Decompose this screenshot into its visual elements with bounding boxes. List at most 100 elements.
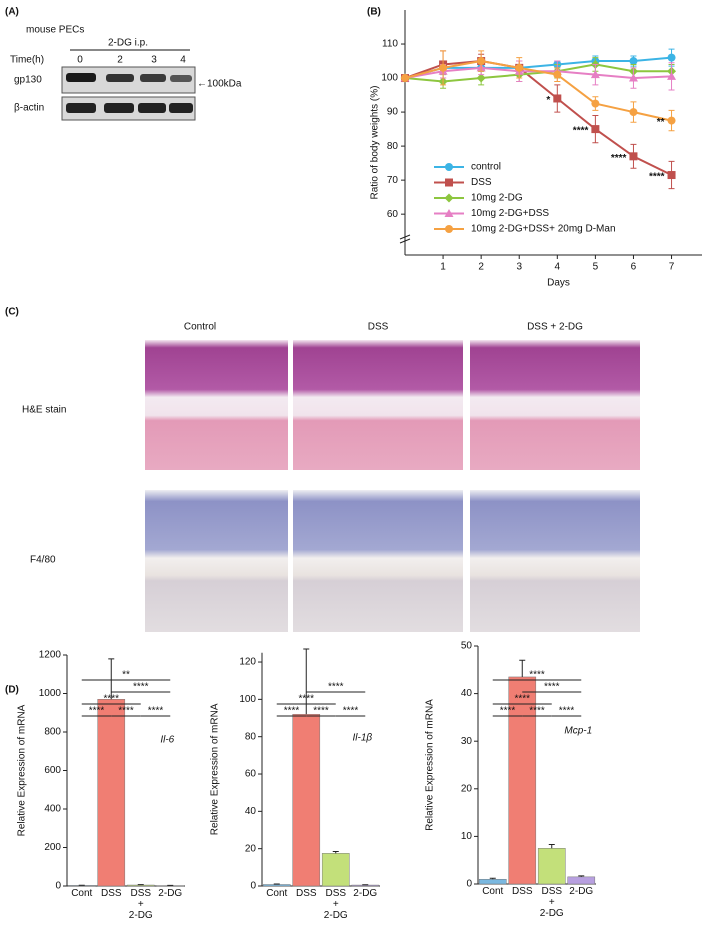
comparison-label: **** [298, 694, 314, 705]
band [106, 74, 134, 82]
comparison-label: **** [559, 706, 575, 717]
blot-time: 3 [151, 55, 157, 66]
gene-label: Mcp-1 [564, 726, 592, 737]
x-tick-label: 5 [593, 262, 599, 273]
bar [567, 876, 596, 885]
bar [478, 878, 507, 885]
y-axis-label: Relative Expression of mRNA [17, 704, 28, 836]
x-tick-label: 1 [440, 262, 446, 273]
significance: ** [657, 117, 665, 128]
significance: **** [611, 153, 627, 164]
series-line [404, 60, 672, 122]
he-image [293, 340, 463, 470]
panel-label: (B) [367, 7, 381, 18]
comparison-label: **** [500, 706, 516, 717]
series-line [404, 63, 672, 83]
panel-label: (C) [5, 307, 19, 318]
band [140, 74, 166, 82]
comparison-label: **** [284, 706, 300, 717]
bar [537, 848, 566, 885]
y-axis-label: Ratio of body weights (%) [370, 86, 381, 200]
y-tick-label: 80 [387, 141, 399, 152]
y-axis-label: Relative Expression of mRNA [210, 703, 221, 835]
y-tick-label: 20 [245, 843, 257, 854]
y-tick-label: 50 [461, 641, 473, 652]
y-tick-label: 60 [245, 769, 257, 780]
point [629, 108, 638, 117]
comparison-label: **** [544, 682, 560, 693]
y-tick-label: 90 [387, 107, 399, 118]
error-bar [108, 658, 115, 700]
comparison-label: **** [103, 694, 119, 705]
band [66, 103, 96, 113]
y-tick-label: 10 [461, 831, 473, 842]
comparison-label: **** [328, 682, 344, 693]
x-tick-label: 2-DG [569, 886, 594, 897]
histology-column: Control [184, 322, 216, 333]
error-bar [273, 883, 280, 885]
y-tick-label: 0 [55, 881, 61, 892]
x-tick-label: 2 [478, 262, 484, 273]
y-tick-label: 400 [44, 804, 61, 815]
point [553, 94, 562, 103]
error-bar [519, 659, 526, 677]
f480-image [145, 490, 288, 632]
x-tick-label: DSS [100, 888, 122, 899]
panel-label: (A) [5, 7, 19, 18]
point [628, 73, 638, 82]
point [515, 63, 524, 72]
point [444, 209, 454, 217]
y-tick-label: 1200 [39, 650, 62, 661]
y-tick-label: 80 [245, 731, 257, 742]
blot-cell: mouse PECs [26, 25, 84, 36]
y-tick-label: 800 [44, 727, 61, 738]
x-tick-label: 4 [555, 262, 561, 273]
series-line [404, 56, 672, 80]
bar [292, 714, 321, 887]
y-tick-label: 600 [44, 765, 61, 776]
point [667, 53, 676, 62]
gene-label: Il-1β [352, 732, 372, 743]
point [445, 178, 453, 187]
point [439, 63, 448, 72]
point [445, 163, 453, 171]
band [138, 103, 166, 113]
error-bar [332, 850, 339, 854]
blot-row-label: gp130 [14, 75, 42, 86]
legend-label: DSS [471, 177, 492, 188]
f480-image [293, 490, 463, 632]
legend-label: control [471, 162, 501, 173]
comparison-label: **** [133, 682, 149, 693]
blot-time: 4 [180, 55, 186, 66]
band [104, 103, 134, 113]
point [477, 57, 486, 66]
y-tick-label: 20 [461, 783, 473, 794]
comparison-label: **** [313, 706, 329, 717]
band [169, 103, 193, 113]
x-tick-label: DSS + 2-DG [128, 888, 153, 921]
blot-time-label: Time(h) [10, 55, 44, 66]
histology-row: F4/80 [30, 555, 56, 566]
blot-marker: ←100kDa [197, 79, 242, 90]
x-tick-label: 7 [669, 262, 675, 273]
point [629, 152, 638, 161]
comparison-label: **** [514, 694, 530, 705]
panel-label: (D) [5, 685, 19, 696]
error-bar [548, 843, 555, 849]
blot-treatment: 2-DG i.p. [108, 38, 148, 49]
x-tick-label: Cont [266, 888, 288, 899]
he-image [470, 340, 640, 470]
x-tick-label: 6 [631, 262, 637, 273]
comparison-label: **** [343, 706, 359, 717]
y-tick-label: 0 [250, 881, 256, 892]
comparison-label: **** [148, 706, 164, 717]
histology-column: DSS [368, 322, 389, 333]
legend-label: 10mg 2-DG+DSS+ 20mg D-Man [471, 224, 616, 235]
bar [97, 699, 126, 887]
x-tick-label: Cont [482, 886, 504, 897]
y-tick-label: 200 [44, 842, 61, 853]
error-bar [578, 875, 585, 877]
significance: * [546, 95, 550, 106]
y-tick-label: 60 [387, 209, 399, 220]
band [170, 75, 192, 82]
